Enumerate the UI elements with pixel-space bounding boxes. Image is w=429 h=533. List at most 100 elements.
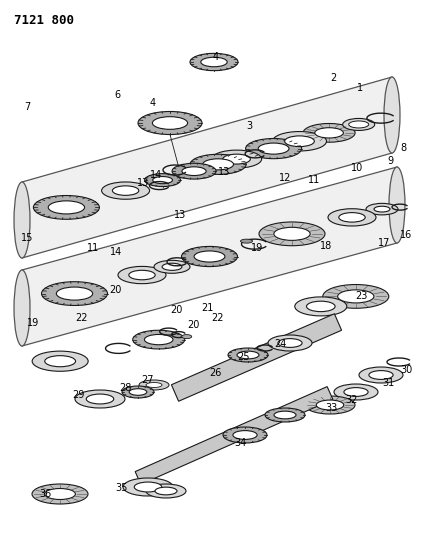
Ellipse shape [268, 335, 312, 351]
Text: 11: 11 [87, 243, 99, 253]
Ellipse shape [305, 396, 355, 414]
Ellipse shape [42, 282, 108, 305]
Ellipse shape [145, 334, 173, 345]
Text: 20: 20 [187, 320, 199, 330]
Ellipse shape [334, 384, 378, 400]
Ellipse shape [33, 196, 100, 219]
Ellipse shape [223, 154, 251, 164]
Ellipse shape [202, 159, 233, 170]
Text: 29: 29 [72, 390, 84, 400]
Ellipse shape [274, 411, 296, 419]
Polygon shape [22, 167, 397, 346]
Ellipse shape [369, 370, 393, 379]
Ellipse shape [48, 201, 85, 214]
Ellipse shape [228, 348, 268, 362]
Ellipse shape [152, 117, 187, 130]
Ellipse shape [32, 351, 88, 372]
Text: 6: 6 [114, 90, 120, 100]
Ellipse shape [223, 427, 267, 443]
Ellipse shape [45, 356, 76, 367]
Text: 31: 31 [382, 378, 394, 388]
Ellipse shape [190, 154, 246, 174]
Ellipse shape [389, 167, 405, 243]
Ellipse shape [272, 132, 326, 151]
Ellipse shape [384, 77, 400, 153]
Ellipse shape [146, 484, 186, 498]
Ellipse shape [285, 136, 314, 147]
Ellipse shape [338, 290, 374, 303]
Ellipse shape [366, 204, 398, 215]
Text: 1: 1 [357, 83, 363, 93]
Text: 11: 11 [308, 175, 320, 185]
Text: 8: 8 [400, 143, 406, 153]
Text: 14: 14 [110, 247, 122, 257]
Ellipse shape [172, 163, 216, 179]
Ellipse shape [344, 387, 368, 397]
Ellipse shape [323, 285, 389, 308]
Ellipse shape [145, 174, 181, 187]
Text: 19: 19 [27, 318, 39, 328]
Ellipse shape [14, 182, 30, 258]
Ellipse shape [123, 478, 173, 496]
Ellipse shape [153, 176, 172, 184]
Ellipse shape [241, 239, 253, 243]
Ellipse shape [134, 482, 162, 492]
Text: 24: 24 [274, 339, 286, 349]
Polygon shape [172, 314, 341, 401]
Ellipse shape [14, 270, 30, 346]
Text: 7: 7 [24, 102, 30, 112]
Ellipse shape [56, 287, 93, 300]
Text: 21: 21 [201, 303, 213, 313]
Text: 36: 36 [39, 489, 51, 499]
Text: 16: 16 [400, 230, 412, 240]
Text: 25: 25 [237, 352, 249, 362]
Text: 13: 13 [174, 210, 186, 220]
Ellipse shape [155, 487, 177, 495]
Text: 20: 20 [170, 305, 182, 315]
Text: 15: 15 [21, 233, 33, 243]
Ellipse shape [359, 367, 403, 383]
Ellipse shape [139, 380, 169, 390]
Text: 3: 3 [246, 121, 252, 131]
Ellipse shape [265, 408, 305, 422]
Ellipse shape [129, 270, 155, 280]
Ellipse shape [32, 484, 88, 504]
Text: 14: 14 [150, 170, 162, 180]
Text: 22: 22 [76, 313, 88, 323]
Text: 19: 19 [251, 243, 263, 253]
Text: 30: 30 [400, 365, 412, 375]
Ellipse shape [339, 213, 365, 222]
Ellipse shape [182, 167, 206, 175]
Ellipse shape [374, 206, 390, 212]
Ellipse shape [190, 53, 238, 71]
Ellipse shape [328, 209, 376, 226]
Ellipse shape [146, 383, 162, 387]
Ellipse shape [316, 400, 344, 410]
Ellipse shape [201, 57, 227, 67]
Ellipse shape [122, 386, 154, 398]
Text: 10: 10 [351, 163, 363, 173]
Ellipse shape [315, 128, 343, 138]
Text: 34: 34 [234, 438, 246, 448]
Text: 33: 33 [325, 403, 337, 413]
Ellipse shape [129, 389, 147, 395]
Ellipse shape [258, 143, 289, 154]
Text: 28: 28 [119, 383, 131, 393]
Text: 4: 4 [150, 98, 156, 108]
Ellipse shape [112, 186, 139, 196]
Ellipse shape [182, 335, 192, 338]
Ellipse shape [295, 297, 347, 316]
Ellipse shape [278, 338, 302, 348]
Ellipse shape [45, 489, 76, 499]
Text: 27: 27 [141, 375, 153, 385]
Text: 22: 22 [212, 313, 224, 323]
Text: 18: 18 [320, 241, 332, 251]
Polygon shape [22, 77, 392, 258]
Text: 4: 4 [213, 52, 219, 62]
Text: 13: 13 [218, 167, 230, 177]
Text: 7121 800: 7121 800 [14, 14, 74, 27]
Ellipse shape [349, 121, 369, 128]
Ellipse shape [211, 150, 262, 168]
Text: 12: 12 [279, 173, 291, 183]
Ellipse shape [181, 246, 238, 266]
